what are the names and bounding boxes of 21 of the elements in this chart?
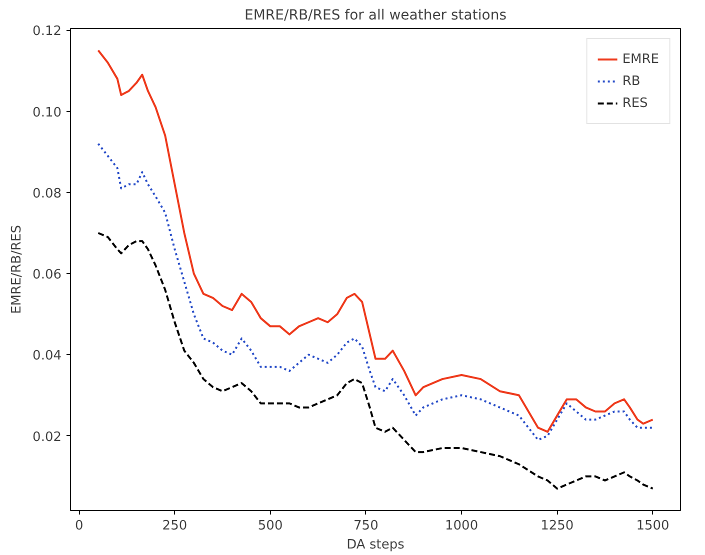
x-tick-label: 1000: [445, 518, 478, 534]
x-tick-label: 1500: [636, 518, 670, 534]
line-series: [97, 142, 654, 441]
x-tick-label: 750: [354, 518, 378, 534]
y-tick-label: 0.12: [32, 24, 62, 40]
y-tick-label: 0.02: [32, 430, 62, 445]
x-tick-label: 0: [74, 518, 84, 534]
x-tick-label: 250: [162, 518, 188, 534]
legend-label: RES: [622, 96, 648, 110]
y-axis-title: EMRE/RB/RES: [10, 225, 25, 314]
x-tick-label: 500: [258, 518, 283, 534]
x-axis-title: DA steps: [346, 538, 405, 552]
x-tick-label: 1250: [540, 518, 574, 534]
y-tick-label: 0.08: [32, 186, 62, 202]
y-tick-label: 0.06: [32, 268, 62, 283]
legend-label: EMRE: [622, 52, 659, 66]
chart-title: EMRE/RB/RES for all weather stations: [244, 8, 506, 24]
y-tick-label: 0.04: [32, 348, 62, 364]
legend-label: RB: [622, 74, 642, 88]
line-series: [97, 232, 654, 490]
y-tick-label: 0.10: [32, 105, 62, 120]
